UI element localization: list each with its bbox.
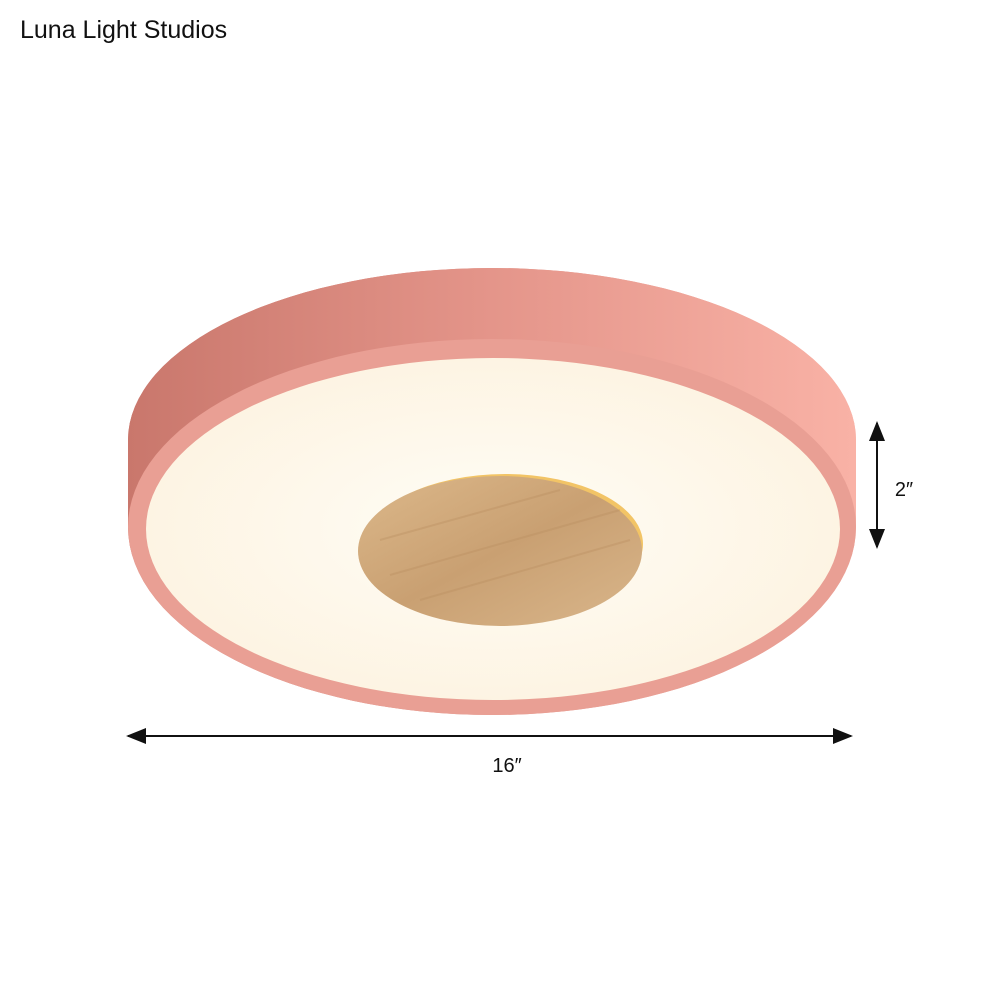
width-label: 16″: [492, 755, 521, 777]
height-dimension: 2″: [869, 421, 913, 549]
brand-name: Luna Light Studios: [20, 16, 228, 44]
wood-grain: [379, 489, 631, 601]
wood-center-disk: [358, 476, 642, 626]
width-dimension: 16″: [126, 728, 853, 777]
lamp: [128, 268, 856, 715]
height-label: 2″: [895, 479, 913, 501]
